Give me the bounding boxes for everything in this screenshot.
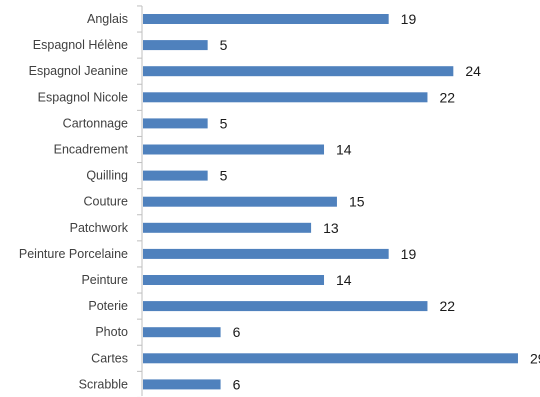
bar (143, 379, 221, 390)
bars (143, 14, 518, 390)
bar (143, 118, 208, 129)
value-label: 14 (336, 142, 352, 158)
value-label: 5 (220, 168, 228, 184)
bar (143, 301, 428, 312)
category-label: Scrabble (79, 377, 128, 391)
value-label: 29 (530, 350, 540, 366)
bar (143, 353, 518, 364)
category-label: Espagnol Nicole (38, 90, 128, 104)
bar (143, 275, 325, 285)
category-label: Anglais (87, 12, 128, 26)
category-label: Encadrement (54, 143, 129, 157)
value-label: 6 (233, 324, 241, 340)
category-label: Quilling (86, 169, 128, 183)
value-label: 15 (349, 194, 365, 210)
value-label: 24 (465, 63, 481, 79)
category-label: Photo (95, 325, 128, 339)
bar (143, 40, 208, 51)
value-labels: 19 5 24 22 5 14 5 15 13 19 14 22 6 29 6 (220, 11, 540, 392)
category-label: Cartes (91, 351, 128, 365)
value-label: 22 (439, 298, 455, 314)
y-axis-ticks (137, 5, 142, 397)
value-label: 19 (401, 11, 417, 27)
bar (143, 170, 208, 181)
bar (143, 222, 312, 233)
value-label: 14 (336, 272, 352, 288)
category-label: Espagnol Hélène (33, 38, 128, 52)
value-label: 19 (401, 246, 417, 262)
bar (143, 14, 389, 24)
value-label: 6 (233, 376, 241, 392)
bar (143, 92, 428, 103)
value-label: 5 (220, 37, 228, 53)
bar (143, 327, 221, 338)
category-label: Espagnol Jeanine (29, 64, 128, 78)
bar (143, 248, 389, 259)
category-label: Patchwork (70, 221, 129, 235)
category-label: Peinture (81, 273, 128, 287)
category-label: Poterie (88, 299, 128, 313)
value-label: 22 (439, 89, 455, 105)
bar (143, 66, 454, 77)
category-label: Couture (84, 195, 129, 209)
value-label: 13 (323, 220, 339, 236)
category-label: Cartonnage (63, 116, 128, 130)
category-label: Peinture Porcelaine (19, 247, 128, 261)
bar (143, 144, 325, 155)
category-labels: Anglais Espagnol Hélène Espagnol Jeanine Es… (19, 12, 129, 391)
value-label: 5 (220, 115, 228, 131)
bar (143, 196, 337, 207)
